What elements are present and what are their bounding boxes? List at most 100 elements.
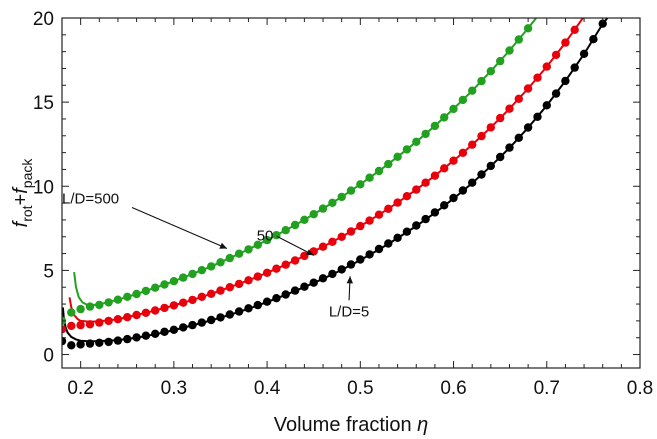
data-point [477, 76, 486, 86]
data-point [76, 304, 85, 314]
y-label-plus: + [10, 194, 32, 206]
x-axis-ticks: 0.2 0.3 0.4 0.5 0.6 0.7 0.8 [61, 18, 653, 399]
data-point [486, 123, 495, 132]
data-point [197, 292, 206, 301]
y-tick-label: 0 [43, 346, 54, 367]
data-point [253, 272, 262, 281]
data-point [374, 244, 384, 254]
data-point [216, 313, 225, 322]
data-point [561, 38, 570, 47]
y-label-sub-rot: rot [19, 205, 35, 221]
data-point [430, 171, 440, 180]
data-point [272, 264, 281, 273]
data-point [505, 46, 514, 55]
annotation-arrow [131, 207, 228, 250]
data-point [290, 286, 300, 295]
data-point [318, 242, 328, 251]
data-point [589, 35, 598, 44]
data-point [225, 253, 234, 263]
data-point [76, 340, 85, 349]
data-point [337, 192, 346, 202]
data-point [85, 339, 95, 348]
data-point [309, 210, 318, 219]
plot-frame [61, 17, 641, 369]
data-point [328, 269, 337, 279]
data-point [104, 337, 113, 347]
data-point [393, 233, 402, 242]
data-point [328, 237, 337, 246]
data-point [430, 208, 440, 217]
data-point [281, 226, 290, 235]
data-point [113, 315, 123, 324]
data-point [421, 214, 430, 224]
data-point [85, 320, 95, 329]
data-point [141, 286, 151, 296]
data-point [542, 101, 551, 110]
data-point [365, 173, 374, 182]
data-point [440, 201, 449, 210]
x-tick-label: 0.4 [254, 378, 281, 399]
data-point [523, 123, 533, 132]
data-point [523, 24, 533, 33]
data-point [262, 235, 272, 245]
data-point [468, 140, 477, 149]
x-tick-label: 0.2 [67, 378, 93, 399]
data-point [281, 260, 290, 269]
x-tick-label: 0.5 [347, 378, 373, 399]
data-point [197, 318, 206, 327]
y-label-sub-pack: pack [19, 158, 35, 189]
data-point [412, 137, 421, 146]
data-point [458, 95, 468, 105]
data-point [207, 262, 216, 271]
data-point [570, 63, 579, 72]
data-point [169, 325, 179, 334]
data-point [290, 220, 300, 230]
annotation-arrowhead [306, 249, 314, 256]
data-point [300, 215, 309, 224]
data-point [95, 300, 104, 310]
data-point [160, 280, 169, 289]
data-point [272, 294, 281, 303]
data-point [104, 316, 113, 326]
data-point [207, 315, 216, 325]
y-label-f-rot: f [10, 219, 32, 227]
data-point [486, 161, 495, 171]
data-point [188, 295, 197, 305]
data-point [225, 310, 234, 319]
data-point [356, 221, 365, 231]
annotation-arrowhead [346, 276, 353, 284]
data-point [337, 265, 346, 274]
y-axis-label: frot+fpack [10, 158, 35, 228]
data-point [365, 250, 374, 259]
data-point [328, 198, 337, 207]
data-point [216, 286, 225, 295]
data-point [468, 86, 477, 95]
data-point [207, 289, 216, 298]
data-point [514, 94, 523, 104]
data-point [440, 113, 449, 122]
data-point [533, 73, 542, 82]
data-point [113, 336, 123, 345]
data-point [179, 273, 188, 282]
data-point [514, 35, 523, 44]
data-point [458, 186, 468, 195]
data-point [244, 304, 253, 313]
data-point [244, 245, 253, 254]
data-point [421, 178, 430, 187]
data-point [179, 323, 188, 332]
data-point [62, 325, 67, 334]
y-tick-label: 5 [43, 261, 54, 282]
data-point [151, 306, 160, 315]
data-point [262, 268, 272, 277]
data-point [67, 308, 76, 317]
data-point [216, 258, 225, 267]
data-point [542, 62, 551, 71]
data-point [113, 295, 123, 304]
data-points [62, 19, 607, 350]
y-tick-label: 10 [33, 177, 54, 198]
data-point [449, 156, 458, 165]
x-tick-label: 0.6 [440, 378, 466, 399]
data-point [402, 227, 412, 236]
data-point [579, 49, 589, 58]
